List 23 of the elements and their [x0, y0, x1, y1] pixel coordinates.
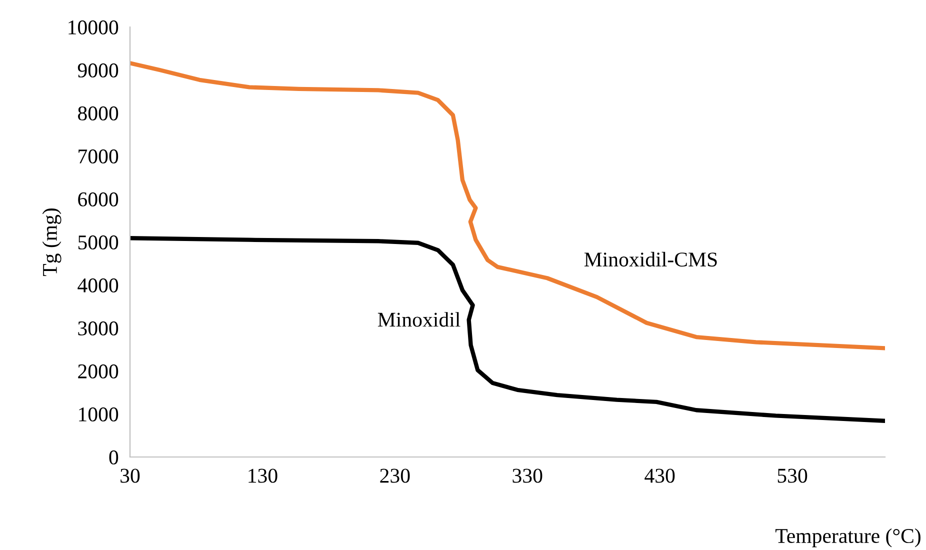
series-label: Minoxidil-CMS: [584, 252, 717, 267]
x-tick-label: 530: [778, 468, 808, 483]
x-axis-title: Temperature (°C): [775, 528, 920, 548]
y-tick-label: 5000: [78, 235, 118, 250]
y-tick-label: 3000: [78, 321, 118, 336]
x-tick-label: 430: [644, 468, 675, 483]
x-tick-label: 30: [120, 468, 140, 483]
x-tick-label: 230: [380, 468, 410, 483]
y-tick-label: 0: [109, 450, 118, 464]
series-label: Minoxidil: [378, 312, 460, 327]
line-series: [130, 236, 885, 423]
y-axis-title: Tg (mg): [42, 208, 62, 276]
y-tick-label: 9000: [78, 63, 118, 78]
y-tick-label: 1000: [79, 407, 118, 422]
y-tick-label: 7000: [78, 149, 118, 164]
y-tick-label: 10000: [68, 20, 118, 34]
y-tick-label: 4000: [78, 278, 118, 292]
y-tick-label: 6000: [78, 192, 118, 206]
x-tick-label: 330: [512, 468, 542, 483]
y-tick-label: 2000: [78, 364, 118, 378]
x-tick-label: 130: [248, 468, 278, 483]
y-tick-label: 8000: [78, 106, 118, 120]
line-series: [130, 61, 885, 350]
